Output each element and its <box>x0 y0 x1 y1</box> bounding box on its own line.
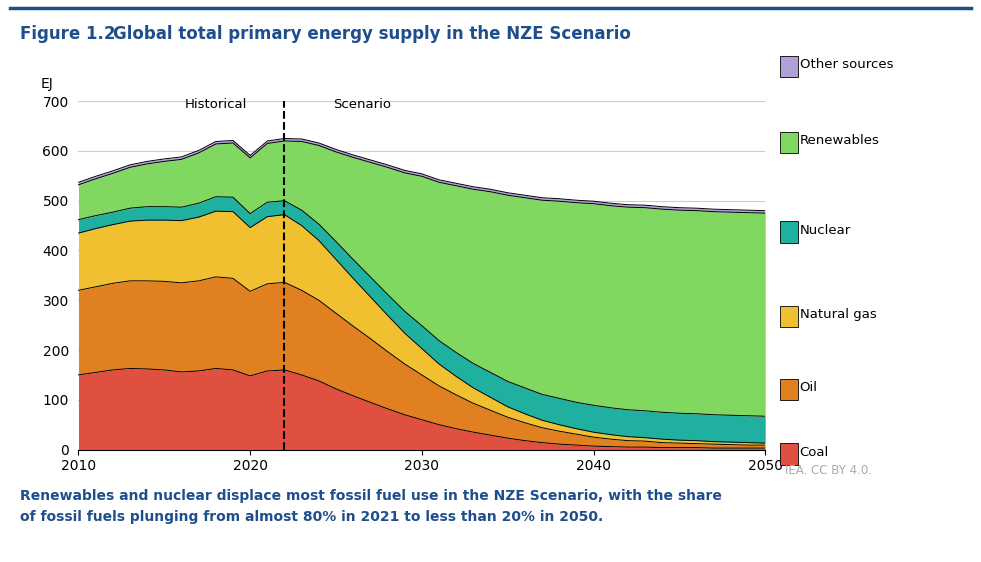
Text: Figure 1.2: Figure 1.2 <box>20 25 115 43</box>
Text: Other sources: Other sources <box>800 58 893 71</box>
Text: Oil: Oil <box>800 381 817 395</box>
Text: Nuclear: Nuclear <box>800 224 851 237</box>
Text: IEA. CC BY 4.0.: IEA. CC BY 4.0. <box>785 464 872 477</box>
Text: Historical: Historical <box>184 98 247 111</box>
Text: Scenario: Scenario <box>333 98 390 111</box>
Text: Natural gas: Natural gas <box>800 308 876 321</box>
Text: Renewables: Renewables <box>800 134 879 147</box>
Text: Coal: Coal <box>800 446 829 459</box>
Text: Renewables and nuclear displace most fossil fuel use in the NZE Scenario, with t: Renewables and nuclear displace most fos… <box>20 489 721 524</box>
Text: EJ: EJ <box>41 77 53 91</box>
Text: Global total primary energy supply in the NZE Scenario: Global total primary energy supply in th… <box>113 25 631 43</box>
